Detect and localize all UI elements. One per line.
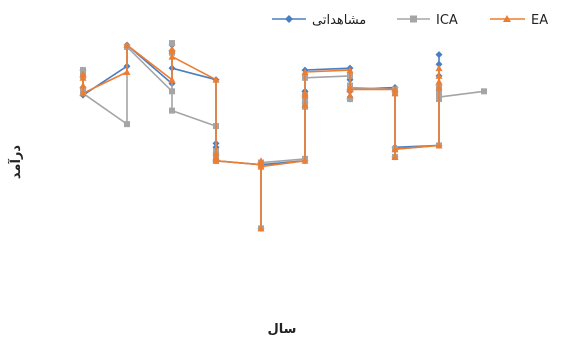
legend-entry-ica: ICA (397, 13, 458, 28)
legend-entry-observed: مشاهداتی (272, 13, 366, 28)
series-1-point-7 (169, 40, 175, 47)
series-2-point-9 (168, 53, 176, 60)
series-2-point-23 (301, 89, 309, 97)
series-1-point-0 (80, 67, 86, 74)
series-2-point-29 (346, 85, 354, 93)
series-line-2 (82, 44, 440, 230)
series-2-point-18 (257, 224, 265, 232)
series-1-point-9 (169, 107, 175, 114)
series-2-point-11 (212, 149, 220, 157)
legend-label-ica: ICA (436, 13, 458, 28)
series-2-point-8 (168, 47, 176, 54)
series-1-point-27 (347, 96, 353, 103)
legend-label-ea: EA (531, 13, 548, 28)
series-2-point-35 (435, 83, 443, 91)
series-2-point-22 (301, 101, 309, 108)
series-2-point-33 (391, 145, 399, 153)
series-2-point-30 (391, 85, 399, 93)
series-2-point-0 (79, 70, 87, 77)
series-2-point-27 (346, 91, 354, 99)
x-axis-title: سال (268, 322, 297, 337)
series-2-point-19 (257, 163, 265, 170)
series-0-point-38 (435, 51, 443, 59)
series-line-1 (82, 42, 485, 230)
series-2-point-24 (301, 68, 309, 76)
series-2-point-1 (79, 74, 87, 81)
series-2-point-36 (435, 78, 443, 85)
series-1-point-6 (169, 88, 175, 95)
series-2-point-20 (301, 157, 309, 164)
legend-entry-ea: EA (490, 13, 548, 28)
plot-area (79, 40, 487, 232)
series-2-point-5 (123, 41, 131, 48)
series-2-point-14 (212, 157, 220, 164)
series-2-point-2 (79, 82, 87, 89)
series-2-point-38 (435, 64, 443, 72)
series-2-point-37 (435, 72, 443, 79)
series-2-point-25 (346, 66, 354, 74)
series-1-point-4 (124, 121, 130, 128)
series-2-point-17 (257, 157, 265, 164)
legend-label-observed: مشاهداتی (312, 13, 366, 28)
series-2-point-34 (435, 141, 443, 149)
series-2-point-4 (123, 68, 131, 76)
y-axis-title: درآمد (7, 145, 24, 179)
series-2-point-10 (212, 76, 220, 83)
series-0-point-37 (435, 60, 443, 68)
series-2-point-31 (391, 89, 399, 97)
series-1-point-39 (481, 88, 487, 95)
series-2-point-32 (391, 153, 399, 160)
series-1 (80, 40, 487, 232)
series-2 (79, 41, 443, 232)
series-2-point-6 (168, 76, 176, 83)
legend: EA ICA مشاهداتی (272, 13, 548, 28)
series-2-point-3 (79, 89, 87, 97)
